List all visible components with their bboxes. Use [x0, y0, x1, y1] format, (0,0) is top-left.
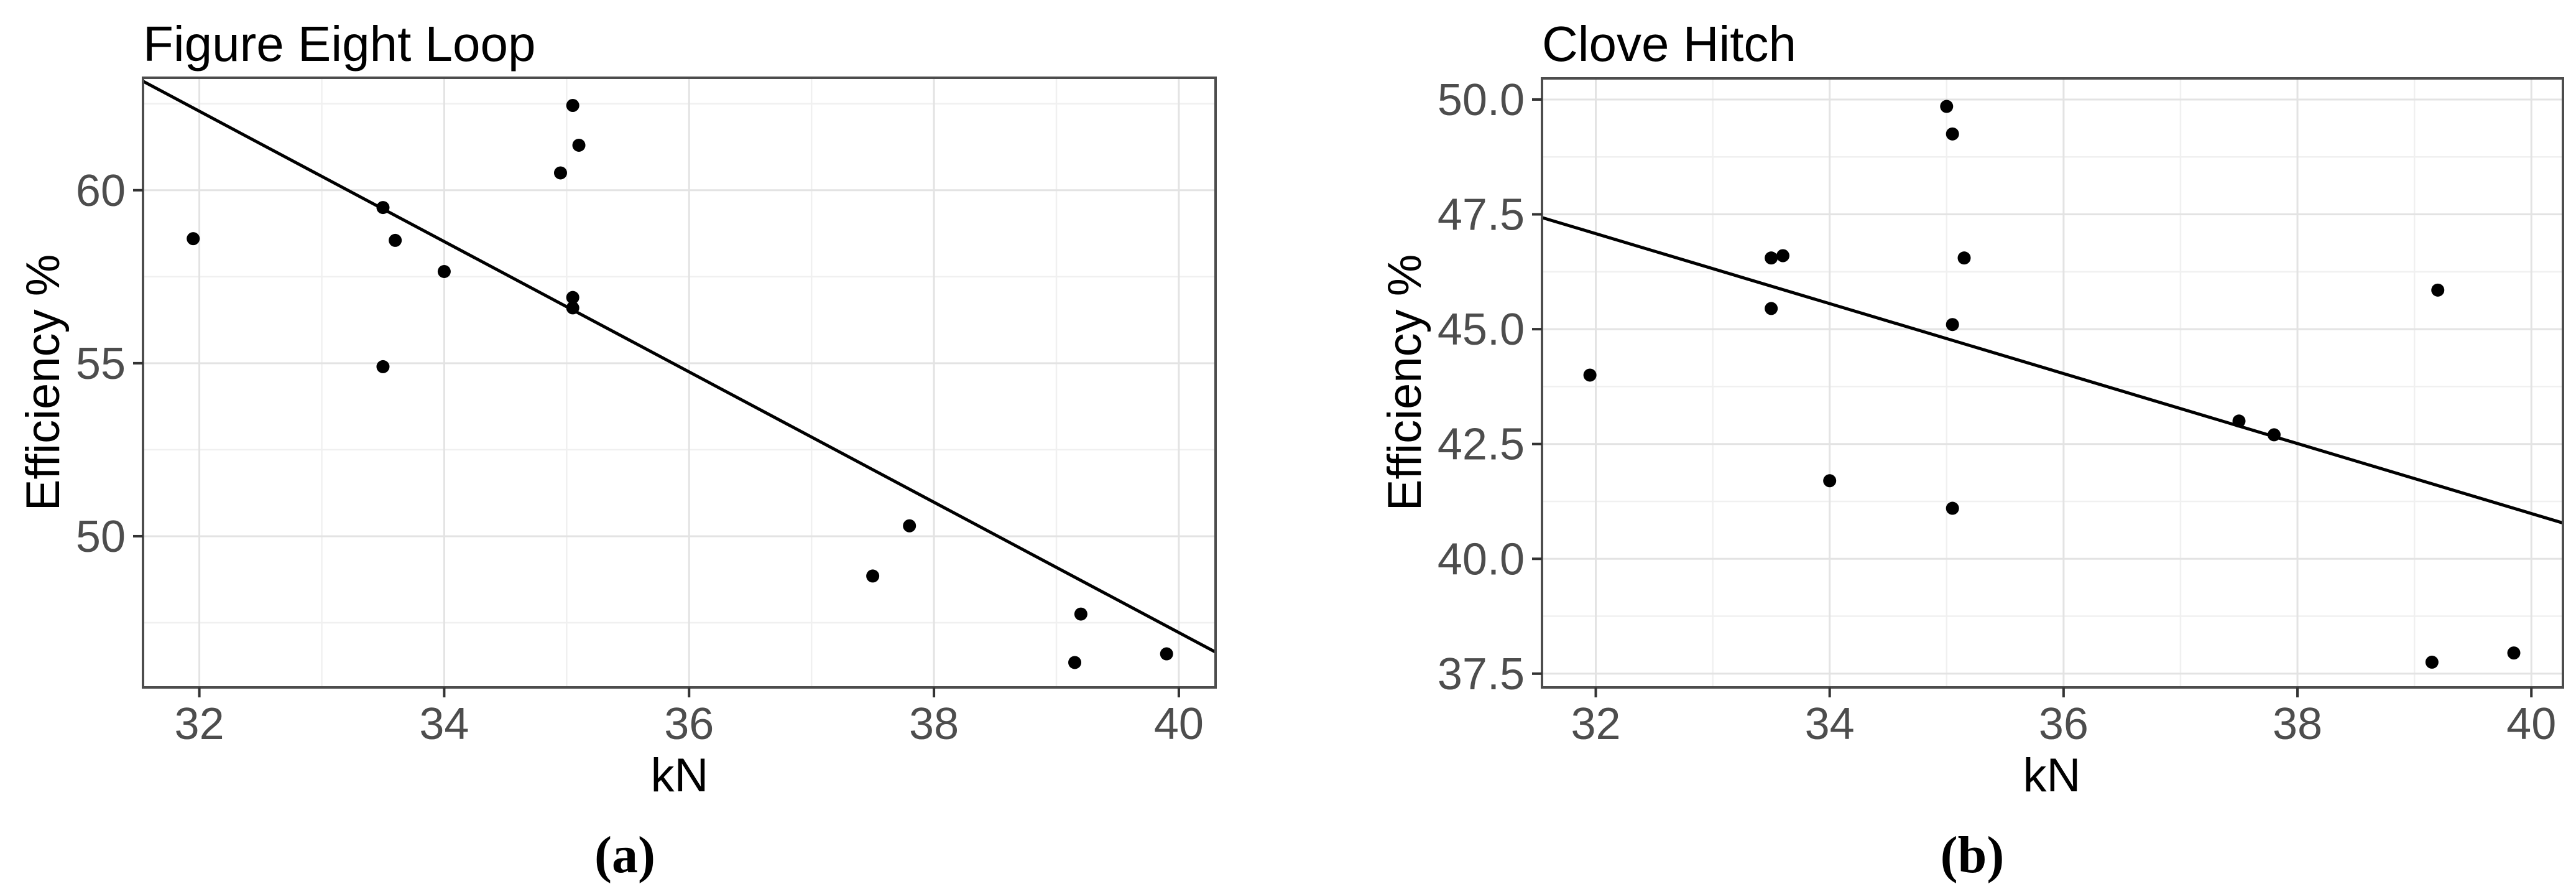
y-axis-label: Efficiency %: [17, 254, 70, 511]
panel-background: [143, 78, 1216, 687]
panel-border: [142, 77, 1217, 689]
chart-a: 32 34 36 38 40 50 55 60 Figure Eight Loop Efficie…: [17, 16, 1217, 884]
data-point: [1160, 647, 1173, 661]
y-tick-label: 60: [76, 166, 126, 216]
figure-caption: (b): [1941, 826, 2005, 884]
data-point: [376, 201, 390, 215]
y-axis-label: Efficiency %: [1378, 254, 1431, 511]
x-tick-label: 34: [1805, 699, 1855, 749]
data-point: [1776, 249, 1789, 263]
y-tick-label: 50.0: [1438, 75, 1525, 125]
y-tick-label: 47.5: [1438, 190, 1525, 240]
data-point: [1946, 501, 1959, 515]
data-point: [866, 569, 880, 583]
trend-line: [1541, 216, 2564, 525]
data-point: [1765, 251, 1778, 265]
x-axis-label: kN: [651, 749, 709, 802]
data-point: [2425, 655, 2439, 669]
data-point: [1074, 607, 1087, 621]
figure-caption: (a): [594, 826, 655, 884]
data-point: [1068, 656, 1082, 669]
data-point: [1940, 100, 1954, 113]
y-tick-label: 55: [76, 339, 126, 389]
data-point: [437, 264, 451, 278]
data-point: [1946, 318, 1959, 332]
data-point: [2507, 646, 2521, 660]
data-point: [572, 138, 586, 152]
data-point: [2232, 414, 2246, 428]
y-tick-label: 50: [76, 512, 126, 562]
data-point: [566, 301, 579, 315]
x-tick-label: 34: [419, 699, 469, 749]
x-tick-label: 36: [664, 699, 714, 749]
data-point: [1946, 127, 1959, 141]
data-point: [1765, 302, 1778, 315]
y-tick-label: 40.0: [1438, 534, 1525, 584]
data-point: [903, 519, 916, 533]
chart-title: Clove Hitch: [1542, 16, 1796, 72]
data-point: [187, 232, 200, 246]
trend-line: [142, 80, 1217, 654]
x-tick-label: 38: [909, 699, 959, 749]
chart-b: 32 34 36 38 40 37.5 40.0 42.5 45.0 47.5 50.0 Clove …: [1378, 16, 2564, 884]
x-tick-label: 32: [175, 699, 224, 749]
y-tick-label: 37.5: [1438, 649, 1525, 699]
chart-title: Figure Eight Loop: [143, 16, 536, 72]
data-point: [566, 98, 579, 112]
data-point: [2267, 428, 2281, 442]
x-tick-label: 40: [2506, 699, 2556, 749]
data-point: [2431, 283, 2445, 297]
x-axis-label: kN: [2023, 749, 2081, 802]
y-tick-label: 42.5: [1438, 420, 1525, 470]
panel-border: [1541, 77, 2564, 689]
data-point: [1823, 474, 1837, 488]
x-tick-label: 36: [2039, 699, 2089, 749]
data-point: [566, 291, 579, 304]
data-point: [1957, 251, 1971, 265]
y-tick-label: 45.0: [1438, 305, 1525, 355]
data-point: [376, 360, 390, 373]
data-point: [389, 233, 402, 247]
panel-background: [1542, 78, 2563, 687]
x-tick-label: 40: [1154, 699, 1204, 749]
x-tick-label: 32: [1571, 699, 1620, 749]
x-tick-label: 38: [2273, 699, 2322, 749]
data-point: [553, 166, 567, 180]
data-point: [1583, 368, 1597, 382]
